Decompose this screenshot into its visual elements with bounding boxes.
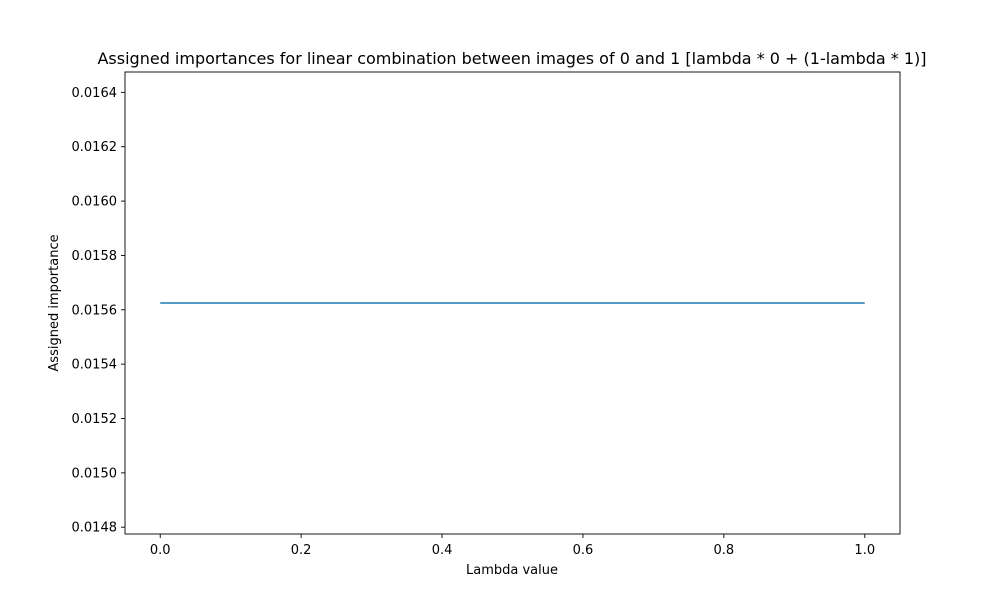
y-tick-label: 0.0156 [72,303,118,318]
y-axis-label: Assigned importance [47,234,62,371]
x-tick-label: 0.4 [432,543,453,558]
y-tick-label: 0.0162 [72,140,118,155]
y-tick-label: 0.0158 [72,249,118,264]
x-tick-label: 0.6 [573,543,594,558]
y-tick-label: 0.0148 [72,521,118,536]
y-tick-label: 0.0154 [72,358,118,373]
y-tick-label: 0.0164 [72,86,118,101]
y-tick-label: 0.0150 [72,466,118,481]
x-tick-label: 0.0 [150,543,171,558]
axes: 0.0 0.2 0.4 0.6 0.8 1.0 0.0148 0.0150 0.0152 0.01… [72,71,901,558]
x-tick-label: 1.0 [854,543,875,558]
x-tick-label: 0.8 [714,543,735,558]
x-tick-label: 0.2 [291,543,312,558]
x-axis-label: Lambda value [466,563,558,578]
axes-frame [124,71,901,535]
chart-title: Assigned importances for linear combinat… [97,49,926,68]
y-tick-label: 0.0160 [72,195,118,210]
y-tick-label: 0.0152 [72,412,118,427]
